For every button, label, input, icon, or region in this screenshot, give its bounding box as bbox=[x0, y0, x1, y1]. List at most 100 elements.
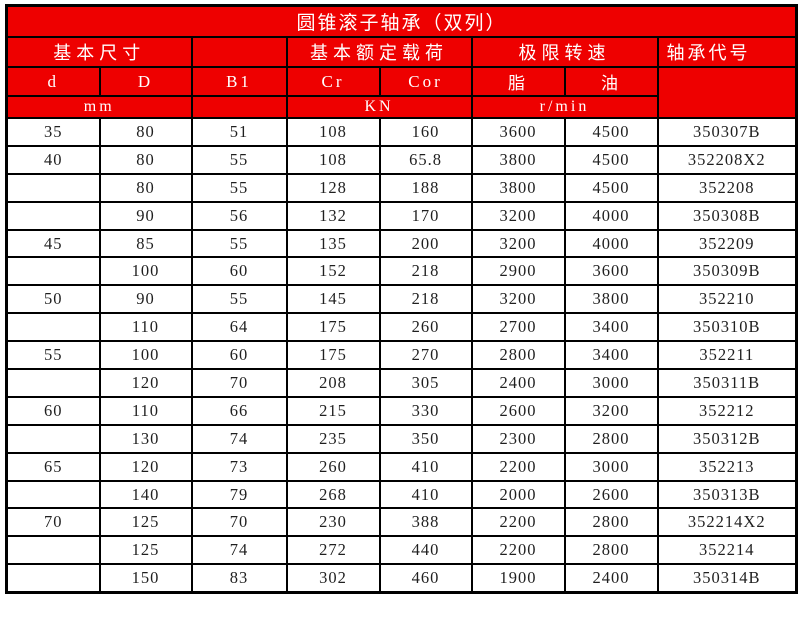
column-header-cr: Cr bbox=[285, 66, 381, 97]
table-cell-D: 80 bbox=[98, 144, 193, 175]
table-cell-d bbox=[5, 479, 101, 510]
table-cell-Cr: 145 bbox=[285, 284, 381, 315]
table-cell-Cor: 410 bbox=[378, 451, 473, 482]
table-cell-D: 90 bbox=[98, 200, 193, 231]
table-cell-d: 55 bbox=[5, 340, 101, 371]
table-cell-bearing_code: 350309B bbox=[656, 256, 798, 287]
table-cell-B1: 56 bbox=[190, 200, 288, 231]
table-row: 55 100 60 175 270 2800 3400 352211 bbox=[5, 340, 798, 371]
table-cell-oil_speed: 2800 bbox=[563, 535, 659, 566]
table-cell-oil_speed: 3400 bbox=[563, 312, 659, 343]
table-cell-B1: 55 bbox=[190, 172, 288, 203]
header-group-row: 基本尺寸 基本额定载荷 极限转速 轴承代号 bbox=[5, 36, 798, 68]
table-cell-Cr: 152 bbox=[285, 256, 381, 287]
table-cell-Cor: 218 bbox=[378, 256, 473, 287]
table-cell-d: 45 bbox=[5, 228, 101, 259]
table-cell-bearing_code: 350311B bbox=[656, 368, 798, 398]
table-cell-D: 110 bbox=[98, 395, 193, 426]
table-cell-d bbox=[5, 535, 101, 566]
table-cell-grease_speed: 2200 bbox=[470, 535, 566, 566]
table-cell-oil_speed: 4500 bbox=[563, 172, 659, 203]
table-cell-B1: 51 bbox=[190, 117, 288, 147]
table-cell-oil_speed: 2400 bbox=[563, 563, 659, 594]
table-row: 140 79 268 410 2000 2600 350313B bbox=[5, 479, 798, 510]
table-cell-Cr: 215 bbox=[285, 395, 381, 426]
table-cell-bearing_code: 352212 bbox=[656, 395, 798, 426]
table-cell-B1: 70 bbox=[190, 368, 288, 398]
table-cell-Cr: 132 bbox=[285, 200, 381, 231]
table-row: 120 70 208 305 2400 3000 350311B bbox=[5, 368, 798, 398]
table-cell-Cr: 268 bbox=[285, 479, 381, 510]
table-cell-Cr: 235 bbox=[285, 423, 381, 454]
table-cell-oil_speed: 2800 bbox=[563, 423, 659, 454]
table-cell-oil_speed: 4000 bbox=[563, 228, 659, 259]
table-title: 圆锥滚子轴承（双列） bbox=[5, 4, 798, 38]
table-cell-bearing_code: 350310B bbox=[656, 312, 798, 343]
table-cell-d bbox=[5, 423, 101, 454]
unit-empty-under-b1 bbox=[190, 95, 288, 119]
table-row: 110 64 175 260 2700 3400 350310B bbox=[5, 312, 798, 343]
table-cell-Cr: 108 bbox=[285, 117, 381, 147]
table-cell-Cr: 302 bbox=[285, 563, 381, 594]
table-cell-oil_speed: 3000 bbox=[563, 451, 659, 482]
header-bearing-code: 轴承代号 bbox=[656, 36, 798, 68]
table-cell-Cor: 330 bbox=[378, 395, 473, 426]
table-cell-bearing_code: 352209 bbox=[656, 228, 798, 259]
table-cell-grease_speed: 2000 bbox=[470, 479, 566, 510]
table-cell-B1: 55 bbox=[190, 228, 288, 259]
table-cell-Cor: 410 bbox=[378, 479, 473, 510]
table-cell-Cor: 200 bbox=[378, 228, 473, 259]
column-header-cor: Cor bbox=[378, 66, 473, 97]
table-cell-D: 150 bbox=[98, 563, 193, 594]
unit-kn: KN bbox=[285, 95, 473, 119]
header-empty-over-b1 bbox=[190, 36, 288, 68]
table-row: 90 56 132 170 3200 4000 350308B bbox=[5, 200, 798, 231]
table-cell-grease_speed: 2900 bbox=[470, 256, 566, 287]
table-cell-D: 120 bbox=[98, 368, 193, 398]
table-cell-Cr: 108 bbox=[285, 144, 381, 175]
table-cell-bearing_code: 352211 bbox=[656, 340, 798, 371]
table-cell-Cor: 218 bbox=[378, 284, 473, 315]
table-cell-oil_speed: 3800 bbox=[563, 284, 659, 315]
table-cell-bearing_code: 352208 bbox=[656, 172, 798, 203]
table-cell-oil_speed: 3600 bbox=[563, 256, 659, 287]
table-row: 80 55 128 188 3800 4500 352208 bbox=[5, 172, 798, 203]
table-cell-B1: 64 bbox=[190, 312, 288, 343]
bearing-spec-table: 圆锥滚子轴承（双列） 基本尺寸 基本额定载荷 极限转速 轴承代号 d D B1 … bbox=[5, 4, 799, 594]
table-cell-B1: 55 bbox=[190, 284, 288, 315]
table-cell-B1: 83 bbox=[190, 563, 288, 594]
table-cell-grease_speed: 2800 bbox=[470, 340, 566, 371]
table-cell-B1: 74 bbox=[190, 423, 288, 454]
header-units-row: mm KN r/min bbox=[5, 95, 797, 119]
table-cell-Cr: 208 bbox=[285, 368, 381, 398]
table-cell-bearing_code: 352208X2 bbox=[656, 144, 798, 175]
table-cell-B1: 60 bbox=[190, 256, 288, 287]
table-cell-d: 35 bbox=[5, 117, 101, 147]
table-cell-oil_speed: 3400 bbox=[563, 340, 659, 371]
table-cell-oil_speed: 2800 bbox=[563, 507, 659, 538]
table-cell-Cor: 188 bbox=[378, 172, 473, 203]
table-cell-grease_speed: 2200 bbox=[470, 507, 566, 538]
table-cell-bearing_code: 352213 bbox=[656, 451, 798, 482]
table-cell-Cor: 170 bbox=[378, 200, 473, 231]
table-cell-Cr: 175 bbox=[285, 340, 381, 371]
table-cell-Cor: 65.8 bbox=[378, 144, 473, 175]
table-cell-Cr: 260 bbox=[285, 451, 381, 482]
table-cell-D: 100 bbox=[98, 256, 193, 287]
table-cell-grease_speed: 3200 bbox=[470, 228, 566, 259]
table-cell-Cor: 460 bbox=[378, 563, 473, 594]
table-cell-bearing_code: 350307B bbox=[656, 117, 798, 147]
table-cell-oil_speed: 4000 bbox=[563, 200, 659, 231]
table-cell-B1: 60 bbox=[190, 340, 288, 371]
table-row: 45 85 55 135 200 3200 4000 352209 bbox=[5, 228, 798, 259]
table-cell-grease_speed: 2700 bbox=[470, 312, 566, 343]
table-cell-Cor: 160 bbox=[378, 117, 473, 147]
table-cell-d bbox=[5, 368, 101, 398]
header-empty-under-code bbox=[656, 66, 798, 119]
header-limit-speed: 极限转速 bbox=[470, 36, 659, 68]
table-cell-B1: 74 bbox=[190, 535, 288, 566]
table-cell-B1: 70 bbox=[190, 507, 288, 538]
table-cell-grease_speed: 3600 bbox=[470, 117, 566, 147]
table-cell-D: 80 bbox=[98, 172, 193, 203]
table-cell-D: 140 bbox=[98, 479, 193, 510]
